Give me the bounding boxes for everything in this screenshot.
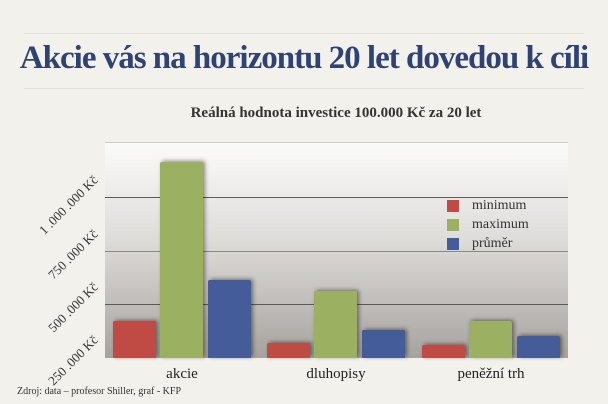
gridline [105, 251, 568, 252]
bar-akcie-maximum [160, 162, 203, 358]
gridline [105, 197, 568, 198]
legend-swatch-minimum [447, 199, 459, 212]
y-tick-250000: 250 .000 Kč [45, 332, 101, 389]
bar-peněžní-trh-maximum [469, 321, 512, 358]
title-rule [24, 88, 584, 89]
legend-label: průměr [472, 235, 513, 251]
legend-swatch-prumer [447, 237, 459, 250]
legend-swatch-maximum [447, 218, 459, 231]
chart-title: Reálná hodnota investice 100.000 Kč za 2… [190, 105, 482, 121]
legend-label: maximum [472, 216, 529, 232]
bar-dluhopisy-maximum [314, 291, 357, 358]
x-category-akcie: akcie [166, 366, 198, 382]
x-category-penezni-trh: peněžní trh [457, 366, 525, 382]
bar-dluhopisy-minimum [267, 343, 310, 358]
legend: minimum maximum průměr [447, 196, 529, 253]
legend-label: minimum [472, 197, 527, 213]
top-rule [24, 33, 584, 34]
plot-area [105, 142, 568, 358]
bar-dluhopisy-průměr [362, 330, 405, 358]
bar-akcie-minimum [113, 321, 156, 358]
source-note: Zdroj: data – profesor Shiller, graf - K… [17, 386, 182, 397]
legend-item-maximum: maximum [447, 215, 529, 234]
bar-akcie-průměr [208, 280, 251, 358]
bar-peněžní-trh-minimum [422, 345, 465, 358]
bar-peněžní-trh-průměr [517, 336, 560, 358]
y-tick-750000: 750 .000 Kč [45, 226, 101, 283]
y-tick-500000: 500 .000 Kč [45, 279, 101, 336]
legend-item-minimum: minimum [447, 196, 529, 215]
slide-title: Akcie vás na horizontu 20 let dovedou k … [19, 40, 589, 76]
x-category-dluhopisy: dluhopisy [306, 366, 366, 382]
legend-item-prumer: průměr [447, 234, 529, 253]
